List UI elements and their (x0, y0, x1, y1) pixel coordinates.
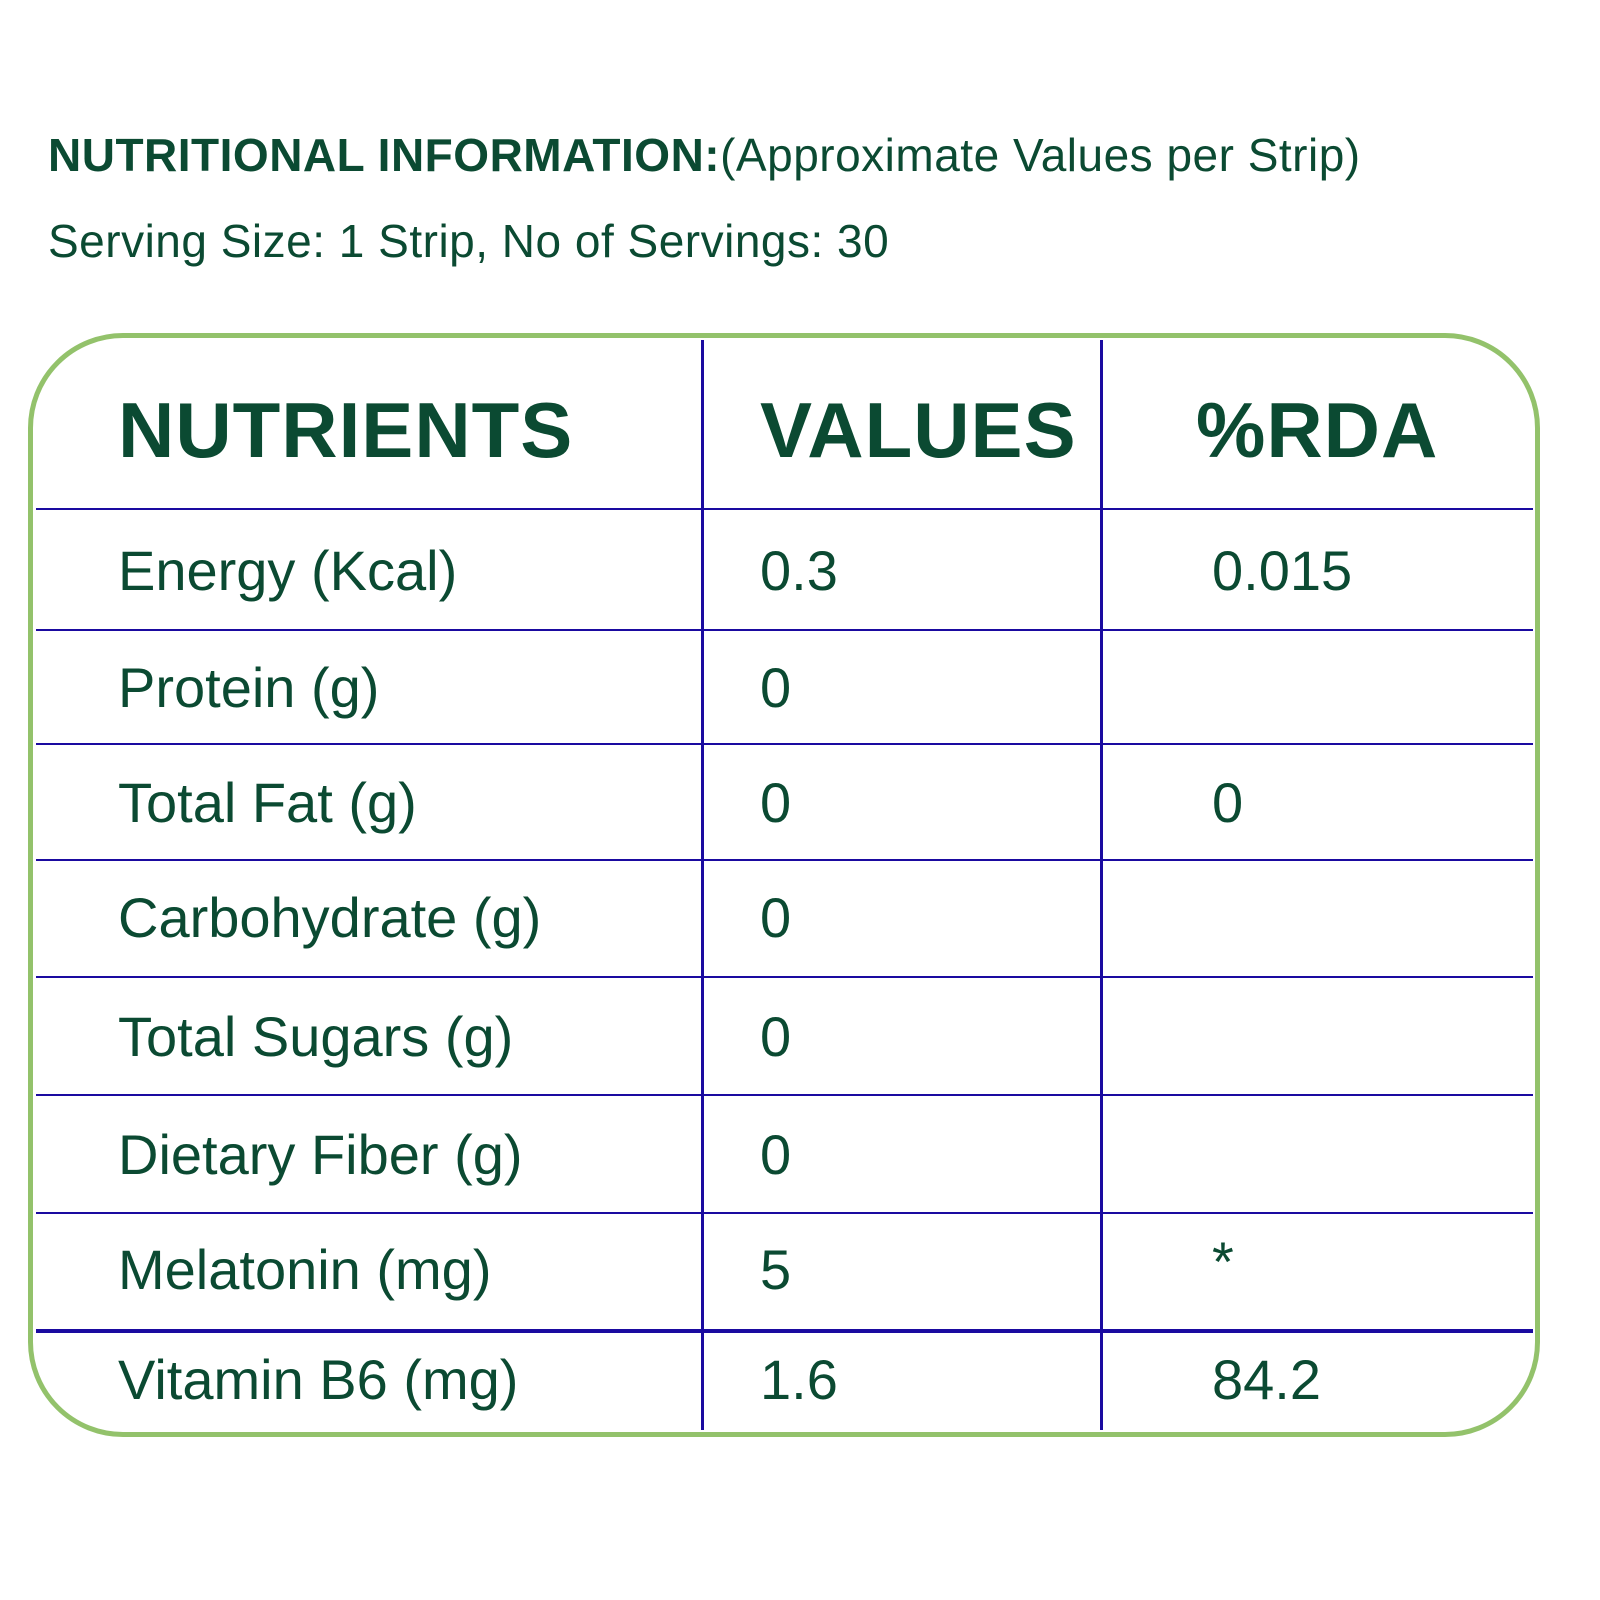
nutrition-heading: NUTRITIONAL INFORMATION:(Approximate Val… (48, 128, 1361, 182)
row-divider (36, 976, 1533, 978)
rda-cell: 84.2 (1212, 1348, 1321, 1411)
row-divider (36, 859, 1533, 861)
row-divider (36, 1212, 1533, 1214)
nutrient-cell: Melatonin (mg) (118, 1238, 492, 1301)
heading-bold: NUTRITIONAL INFORMATION: (48, 129, 721, 181)
column-divider (701, 340, 704, 1430)
nutrient-cell: Total Sugars (g) (118, 1005, 514, 1068)
nutrient-cell: Carbohydrate (g) (118, 886, 542, 949)
rda-cell: 0 (1212, 771, 1244, 834)
value-cell: 0 (760, 1005, 792, 1068)
row-divider (36, 508, 1533, 510)
row-divider (36, 629, 1533, 631)
value-cell: 0 (760, 656, 792, 719)
row-divider (36, 1094, 1533, 1096)
value-cell: 0 (760, 886, 792, 949)
rda-cell: * (1212, 1230, 1234, 1293)
column-divider (1100, 340, 1103, 1430)
nutrient-cell: Energy (Kcal) (118, 539, 458, 602)
serving-info: Serving Size: 1 Strip, No of Servings: 3… (48, 215, 890, 267)
value-cell: 0.3 (760, 539, 838, 602)
header-values: VALUES (760, 386, 1077, 474)
row-divider (36, 743, 1533, 745)
header-nutrients: NUTRIENTS (118, 386, 574, 474)
value-cell: 0 (760, 1123, 792, 1186)
value-cell: 1.6 (760, 1348, 838, 1411)
value-cell: 0 (760, 771, 792, 834)
row-divider (36, 1329, 1533, 1333)
nutrient-cell: Dietary Fiber (g) (118, 1123, 523, 1186)
nutrient-cell: Protein (g) (118, 656, 380, 719)
nutrient-cell: Total Fat (g) (118, 771, 417, 834)
heading-note: (Approximate Values per Strip) (720, 129, 1361, 181)
nutrient-cell: Vitamin B6 (mg) (118, 1348, 519, 1411)
value-cell: 5 (760, 1238, 792, 1301)
header-rda: %RDA (1196, 386, 1439, 474)
rda-cell: 0.015 (1212, 539, 1353, 602)
nutrition-table-border (28, 333, 1540, 1437)
